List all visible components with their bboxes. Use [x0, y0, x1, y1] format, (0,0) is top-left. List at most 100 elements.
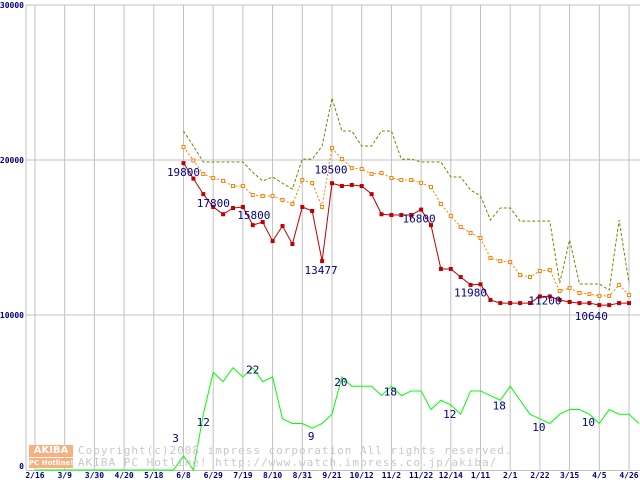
- y-tick-label: 30000: [0, 1, 24, 10]
- x-tick-label: 6/29: [204, 471, 223, 480]
- data-point-average: [310, 180, 315, 185]
- logo-pc-hotline: PC Hotline!: [29, 458, 73, 468]
- data-point-average: [181, 144, 186, 149]
- data-point-min: [597, 303, 602, 308]
- copyright-text: Copyright(c)2008 impress corporation All…: [78, 444, 513, 457]
- data-label-min: 19800: [167, 166, 200, 179]
- data-point-min: [458, 275, 463, 280]
- data-point-average: [468, 231, 473, 236]
- data-point-average: [478, 235, 483, 240]
- x-tick-label: 12/14: [439, 471, 463, 480]
- data-point-average: [389, 175, 394, 180]
- data-point-min: [300, 204, 305, 209]
- data-point-average: [438, 202, 443, 207]
- x-tick-label: 2/22: [530, 471, 549, 480]
- data-point-min: [250, 223, 255, 228]
- data-point-min: [379, 212, 384, 217]
- data-point-average: [260, 193, 265, 198]
- series-line-shop_count: [35, 366, 640, 472]
- x-tick-label: 2/1: [503, 471, 518, 480]
- data-label-shop_count: 9: [308, 430, 315, 443]
- data-point-min: [508, 301, 513, 306]
- data-point-min: [181, 161, 186, 166]
- data-point-average: [330, 146, 334, 151]
- data-label-shop_count: 12: [197, 416, 210, 429]
- data-point-average: [419, 180, 424, 185]
- data-point-average: [221, 178, 226, 183]
- x-tick-label: 9/21: [322, 471, 341, 480]
- data-point-min: [577, 301, 582, 306]
- data-point-average: [320, 204, 325, 209]
- data-point-min: [211, 204, 216, 209]
- data-point-average: [290, 202, 295, 207]
- data-point-average: [458, 224, 463, 229]
- data-point-min: [349, 182, 354, 187]
- data-point-min: [290, 242, 295, 247]
- data-point-average: [379, 171, 384, 176]
- data-point-min: [339, 184, 344, 189]
- data-point-min: [310, 208, 315, 213]
- data-point-average: [498, 259, 503, 264]
- data-point-min: [627, 301, 631, 306]
- data-point-average: [270, 193, 275, 198]
- data-point-min: [399, 213, 404, 218]
- data-point-average: [577, 290, 582, 295]
- data-point-average: [587, 292, 592, 297]
- data-point-min: [537, 294, 542, 299]
- data-point-average: [557, 288, 562, 293]
- data-label-shop_count: 3: [172, 432, 179, 445]
- data-label-min: 18500: [314, 163, 347, 176]
- x-tick-label: 8/10: [263, 471, 282, 480]
- data-point-average: [518, 273, 523, 278]
- x-tick-label: 5/18: [144, 471, 163, 480]
- data-label-min: 15800: [237, 209, 270, 222]
- data-label-min: 13477: [305, 264, 338, 277]
- data-point-min: [547, 294, 552, 299]
- data-point-average: [231, 184, 235, 189]
- data-point-min: [429, 223, 433, 228]
- data-point-average: [201, 171, 206, 176]
- data-point-average: [339, 157, 344, 162]
- y-tick-label: 10000: [0, 311, 24, 320]
- x-tick-label: 3/9: [57, 471, 72, 480]
- data-point-min: [359, 184, 364, 189]
- data-point-min: [260, 220, 265, 224]
- data-point-min: [518, 301, 523, 306]
- data-point-min: [617, 301, 622, 306]
- x-tick-label: 2/16: [25, 471, 44, 480]
- data-point-average: [627, 293, 631, 298]
- series-line-average: [183, 146, 630, 297]
- data-point-min: [240, 204, 245, 209]
- series-line-max: [183, 97, 630, 291]
- data-point-average: [409, 177, 414, 182]
- data-point-min: [438, 266, 443, 271]
- data-point-average: [617, 282, 622, 287]
- data-point-average: [448, 213, 453, 218]
- data-point-min: [448, 266, 453, 271]
- data-point-average: [300, 177, 305, 182]
- x-tick-label: 4/5: [592, 471, 607, 480]
- data-point-min: [468, 282, 473, 287]
- data-point-average: [349, 166, 354, 171]
- data-point-min: [369, 192, 374, 197]
- data-label-min: 11200: [528, 294, 561, 307]
- data-point-min: [320, 259, 325, 264]
- data-point-min: [528, 301, 532, 306]
- data-point-min: [201, 192, 206, 197]
- data-point-min: [389, 213, 394, 218]
- data-point-min: [330, 181, 334, 186]
- logo-akiba: AKIBA: [29, 445, 73, 457]
- data-point-average: [399, 177, 404, 182]
- x-tick-label: 10/12: [350, 471, 374, 480]
- data-point-min: [607, 303, 612, 308]
- data-point-min: [409, 213, 414, 218]
- data-point-min: [191, 176, 196, 181]
- data-point-min: [587, 301, 592, 306]
- data-label-shop_count: 10: [582, 416, 595, 429]
- data-label-min: 16800: [403, 213, 436, 226]
- data-label-shop_count: 22: [246, 364, 259, 377]
- data-label-shop_count: 20: [334, 376, 347, 389]
- site-url-text: AKIBA PC Hotline! http://www.watch.impre…: [78, 456, 498, 469]
